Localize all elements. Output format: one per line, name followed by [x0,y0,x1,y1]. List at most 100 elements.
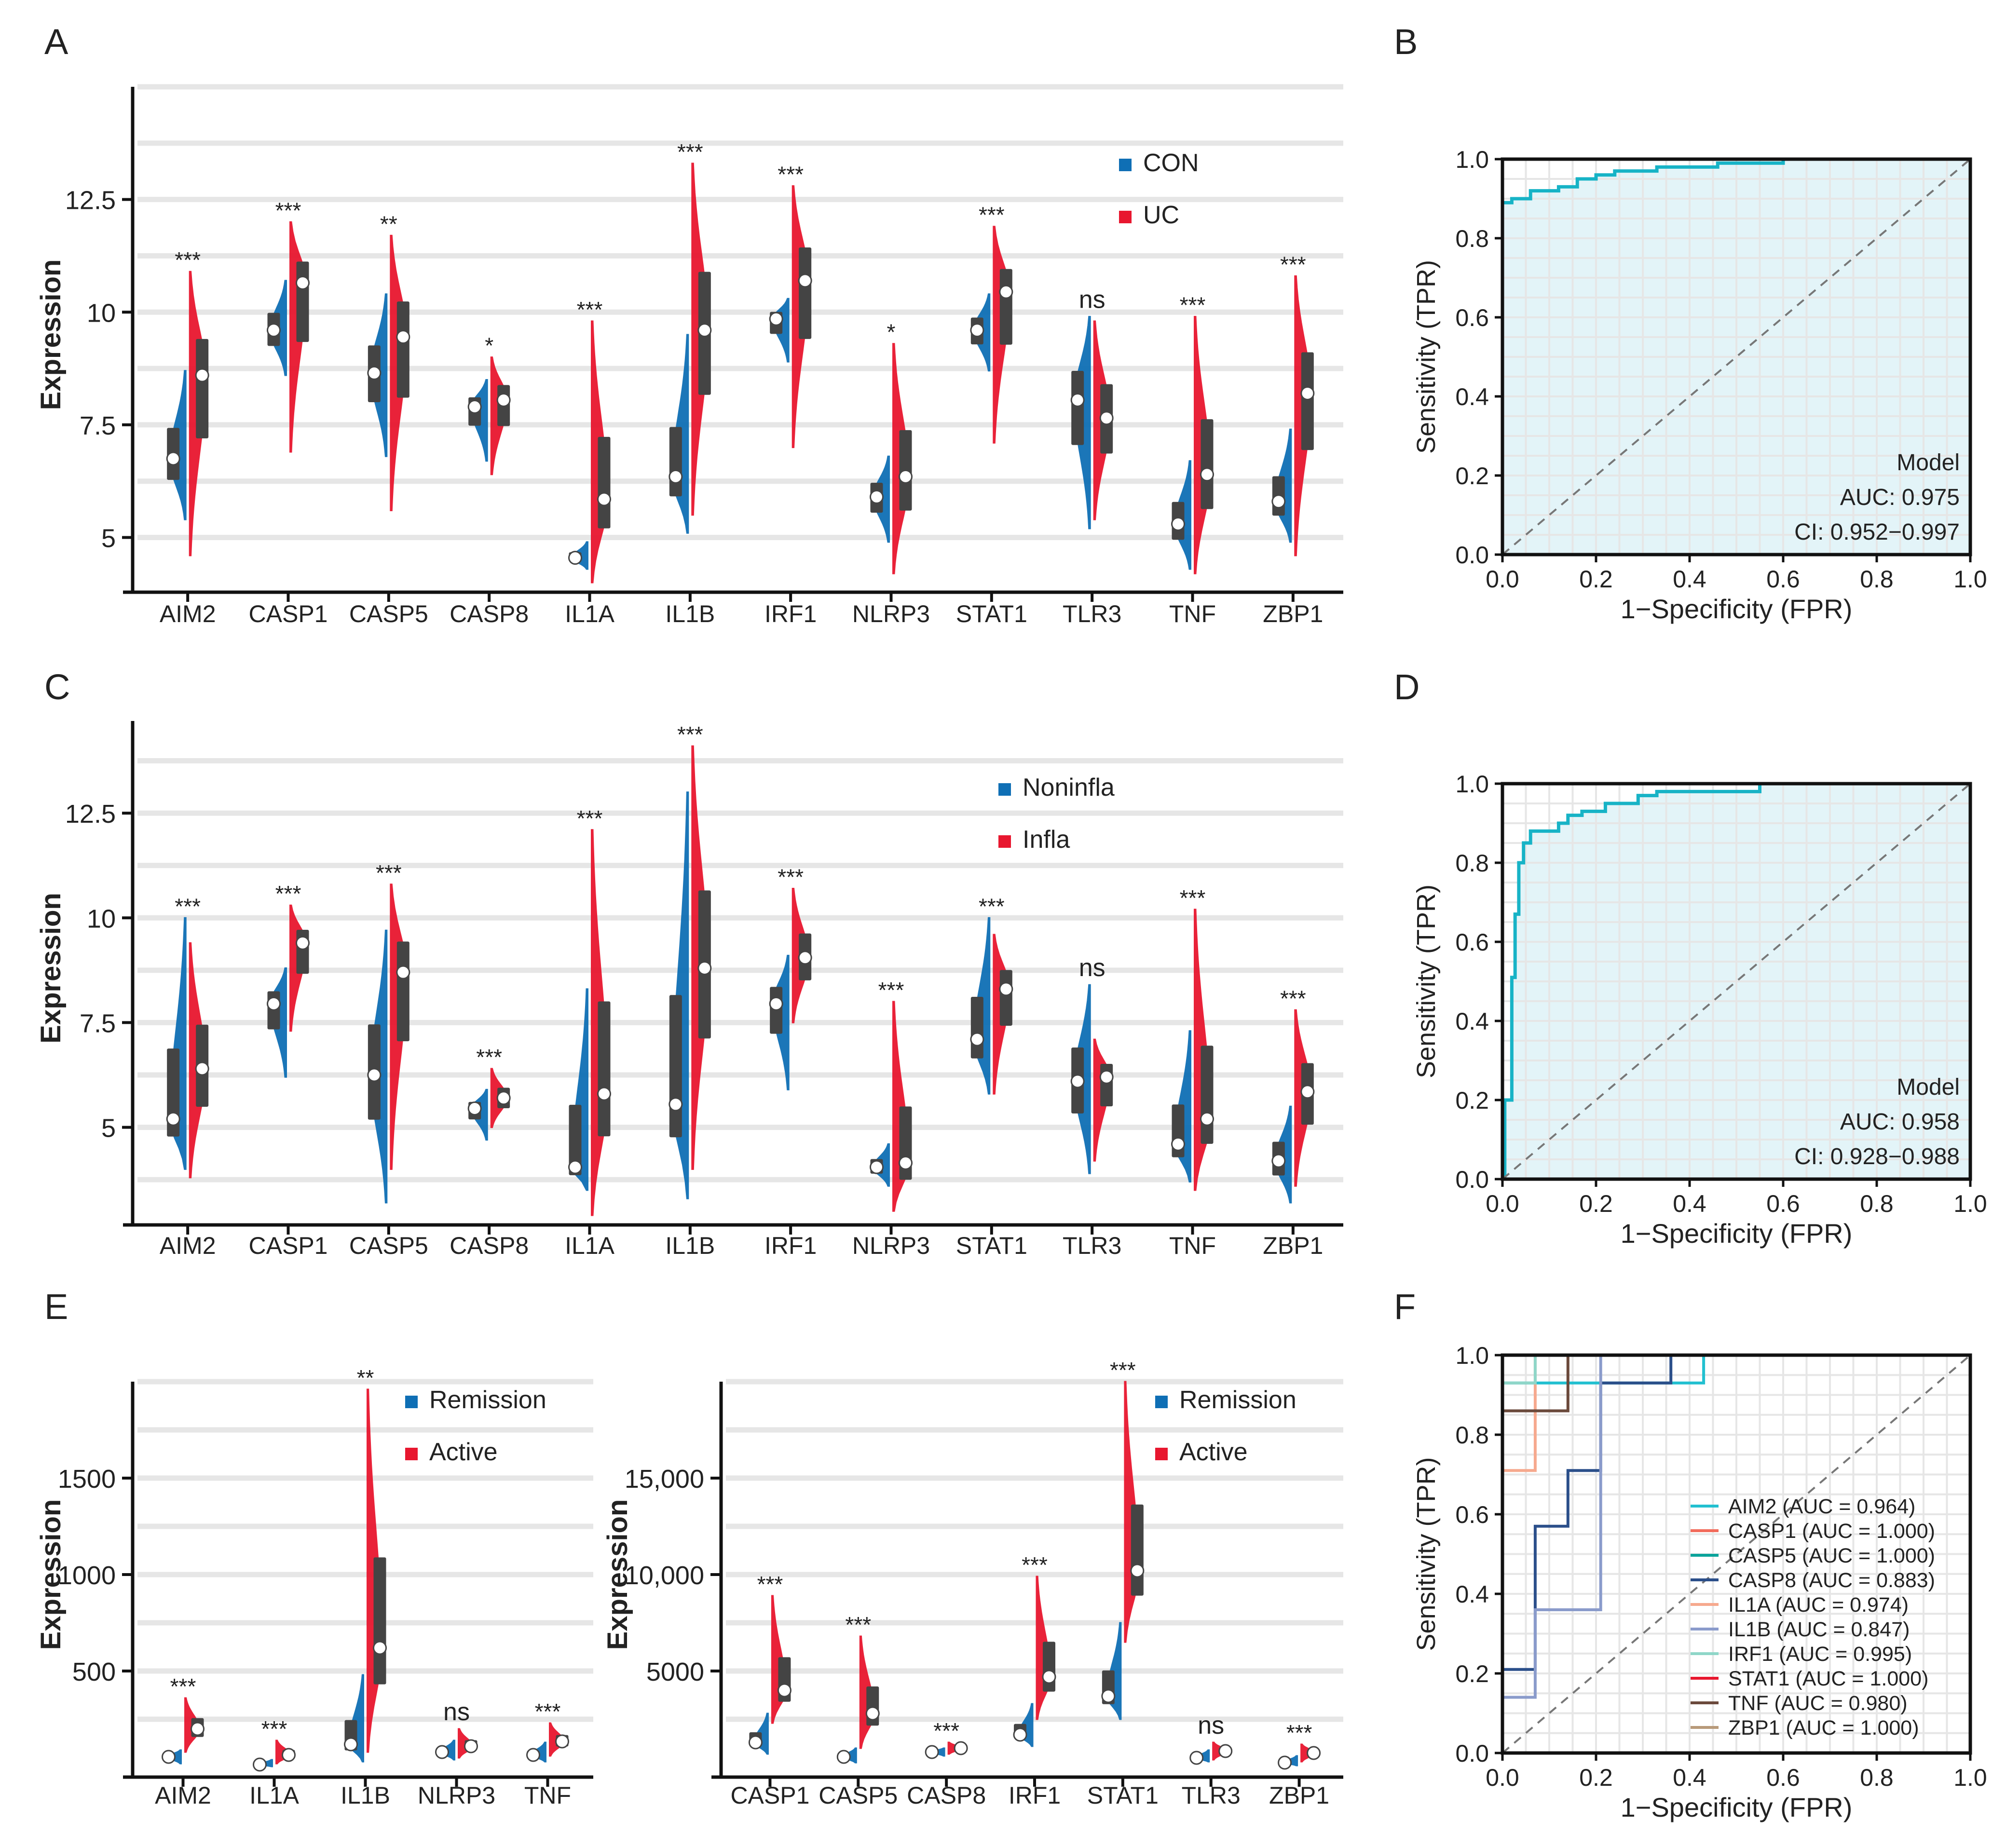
legend-label: IL1B (AUC = 0.847) [1728,1618,1910,1641]
x-tick-label: 0.0 [1486,1764,1519,1791]
median-point [1300,1085,1315,1099]
violin-panel-a: 57.51012.5ExpressionAIM2***CASP1***CASP5… [35,84,1343,627]
x-tick-label: 0.4 [1673,1764,1706,1791]
legend-label: CASP1 (AUC = 1.000) [1728,1520,1935,1543]
significance-label: *** [1280,986,1306,1011]
median-point [1278,1755,1292,1770]
median-point [899,1155,913,1170]
median-point [836,1750,851,1764]
legend-label: Remission [1179,1386,1296,1414]
violin-panel-e2: 5000 10,000 15,000 Expression CASP1 *** CASP5 *… [602,1358,1343,1809]
median-point [870,1160,884,1174]
legend-label: IRF1 (AUC = 0.995) [1728,1643,1912,1666]
x-tick-label: AIM2 [160,600,216,627]
y-tick-label: 0.2 [1455,462,1489,489]
y-tick-label: 15,000 [625,1465,704,1494]
box-con [1071,370,1084,445]
x-tick-label: CASP8 [907,1782,986,1809]
y-tick-label: 7.5 [80,411,116,440]
median-point [1070,1074,1085,1088]
median-point [1307,1746,1321,1760]
median-point [769,312,783,326]
median-point [1171,1137,1185,1151]
x-axis-label: 1−Specificity (FPR) [1621,1792,1853,1822]
median-point [373,1641,387,1655]
median-point [1200,467,1214,482]
roc-frame [1501,782,1972,1181]
box-infla [1201,1046,1214,1144]
y-tick-label: 5 [101,524,116,553]
y-tick-label: 0.8 [1455,1422,1489,1449]
median-point [669,1097,683,1112]
median-point [1218,1744,1233,1758]
x-tick-label: TNF [524,1782,571,1809]
legend-label: Remission [429,1386,546,1414]
median-point [1271,494,1286,509]
box-active [1043,1642,1055,1692]
median-point [1130,1563,1145,1578]
significance-label: *** [1110,1358,1136,1383]
significance-label: *** [1280,252,1306,277]
y-tick-label: 10 [87,904,116,933]
y-tick-label: 0.2 [1455,1660,1489,1687]
significance-label: *** [778,162,804,187]
significance-label: *** [175,247,201,272]
median-point [777,1683,791,1698]
y-tick-label: 0.0 [1455,542,1489,569]
diagonal-reference [1501,158,1971,556]
significance-label: ns [1079,286,1105,314]
x-tick-label: 0.2 [1579,1764,1613,1791]
box-uc [999,269,1012,345]
y-axis-label: Sensitivity (TPR) [1412,884,1441,1078]
median-point [1189,1751,1204,1765]
x-tick-label: 0.8 [1860,566,1894,593]
median-point [253,1757,267,1772]
y-tick-label: 0.4 [1455,383,1489,410]
median-point [435,1745,449,1759]
y-tick-label: 5000 [646,1658,704,1686]
roc-annotation: AUC: 0.958 [1840,1109,1960,1135]
y-tick-label: 1500 [58,1465,116,1494]
panel-letter-B: B [1394,22,1418,62]
x-tick-label: NLRP3 [852,600,930,627]
x-tick-label: IL1B [341,1782,390,1809]
y-tick-label: 5 [101,1114,116,1143]
median-point [1013,1727,1027,1742]
x-tick-label: CASP1 [249,600,328,627]
significance-label: *** [933,1718,959,1743]
x-tick-label: 0.4 [1673,566,1706,593]
box-infla [999,970,1012,1026]
x-tick-label: 0.4 [1673,1190,1706,1217]
median-point [267,996,281,1011]
legend-label: CASP5 (AUC = 1.000) [1728,1544,1935,1567]
median-point [597,492,611,506]
roc-annotation: CI: 0.928−0.988 [1794,1144,1960,1169]
legend-swatch [1155,1396,1168,1408]
median-point [296,276,310,290]
significance-label: *** [577,806,603,831]
box-con [669,427,682,497]
x-tick-label: IL1A [565,1232,615,1259]
y-tick-label: 10 [87,299,116,327]
box-uc [598,436,611,529]
legend-swatch [1119,211,1132,223]
x-tick-label: IRF1 [1009,1782,1061,1809]
significance-label: ns [443,1698,470,1726]
y-tick-label: 0.4 [1455,1008,1489,1035]
x-tick-label: AIM2 [155,1782,211,1809]
legend-label: Active [429,1438,498,1466]
x-tick-label: 0.6 [1766,566,1800,593]
median-point [367,366,382,380]
significance-label: *** [261,1716,287,1741]
significance-label: *** [778,864,804,889]
y-tick-label: 0.8 [1455,225,1489,252]
median-point [970,1032,984,1046]
significance-label: *** [275,881,301,906]
x-axis-label: 1−Specificity (FPR) [1621,594,1853,624]
median-point [496,1091,511,1105]
median-point [1271,1154,1286,1168]
diagonal-reference [1501,1354,1971,1754]
x-axis-label: 1−Specificity (FPR) [1621,1218,1853,1249]
y-tick-label: 0.0 [1455,1166,1489,1193]
median-point [769,996,783,1011]
